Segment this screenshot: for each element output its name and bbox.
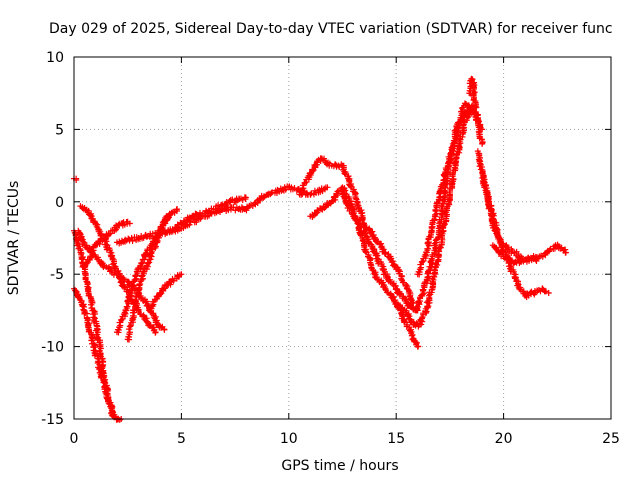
plus-markers xyxy=(393,104,475,330)
plus-markers xyxy=(146,271,185,314)
plot-frame xyxy=(73,56,612,420)
series-evening-rise-A xyxy=(393,104,475,330)
x-tick-label: 25 xyxy=(602,431,620,447)
series-isolated-points xyxy=(71,175,80,184)
y-tick-label: 10 xyxy=(46,50,64,66)
plus-markers xyxy=(71,175,80,184)
x-tick-label: 15 xyxy=(387,431,405,447)
plus-markers xyxy=(339,191,421,314)
series-satellite-track-G xyxy=(124,213,170,343)
plus-markers xyxy=(124,213,170,343)
series-night-decline-C xyxy=(489,242,539,267)
series-dense-cluster-2-10-h xyxy=(113,183,331,247)
series-afternoon-mid xyxy=(339,191,421,314)
y-tick-label: -10 xyxy=(41,340,64,356)
plus-markers xyxy=(307,184,422,350)
plus-markers xyxy=(113,183,331,247)
series-afternoon-lower xyxy=(307,184,422,350)
x-tick-label: 10 xyxy=(280,431,298,447)
series-afternoon-bump xyxy=(296,155,417,307)
y-tick-label: 0 xyxy=(55,195,64,211)
series-evening-rise-C xyxy=(414,103,486,278)
plus-markers xyxy=(489,242,539,267)
series-dense-cluster-4.5-8-h xyxy=(167,194,249,235)
plus-markers xyxy=(71,285,125,423)
chart-title: Day 029 of 2025, Sidereal Day-to-day VTE… xyxy=(49,21,613,37)
x-tick-label: 20 xyxy=(495,431,513,447)
plus-markers xyxy=(479,169,552,301)
series-satellite-track-A xyxy=(71,285,125,423)
plus-markers xyxy=(403,100,486,314)
series-peak-spike xyxy=(466,75,480,111)
axis-ticks: 0 5 10 15 20 25 -15 -10 -5 0 5 10 xyxy=(41,50,620,447)
grid-lines xyxy=(74,57,611,419)
x-tick-label: 5 xyxy=(177,431,186,447)
y-tick-label: 5 xyxy=(55,122,64,138)
y-axis-label: SDTVAR / TECUs xyxy=(6,181,22,296)
series-night-decline-B xyxy=(479,169,552,301)
plus-markers xyxy=(466,75,480,111)
series-satellite-track-H xyxy=(146,271,185,314)
x-axis-label: GPS time / hours xyxy=(281,458,398,474)
plus-markers xyxy=(296,155,417,307)
plus-markers xyxy=(167,194,249,235)
y-tick-label: -15 xyxy=(41,412,64,428)
x-tick-label: 0 xyxy=(70,431,79,447)
series-evening-rise-B xyxy=(403,100,486,314)
y-tick-label: -5 xyxy=(50,267,64,283)
data-points xyxy=(71,75,569,423)
plus-markers xyxy=(414,103,486,278)
